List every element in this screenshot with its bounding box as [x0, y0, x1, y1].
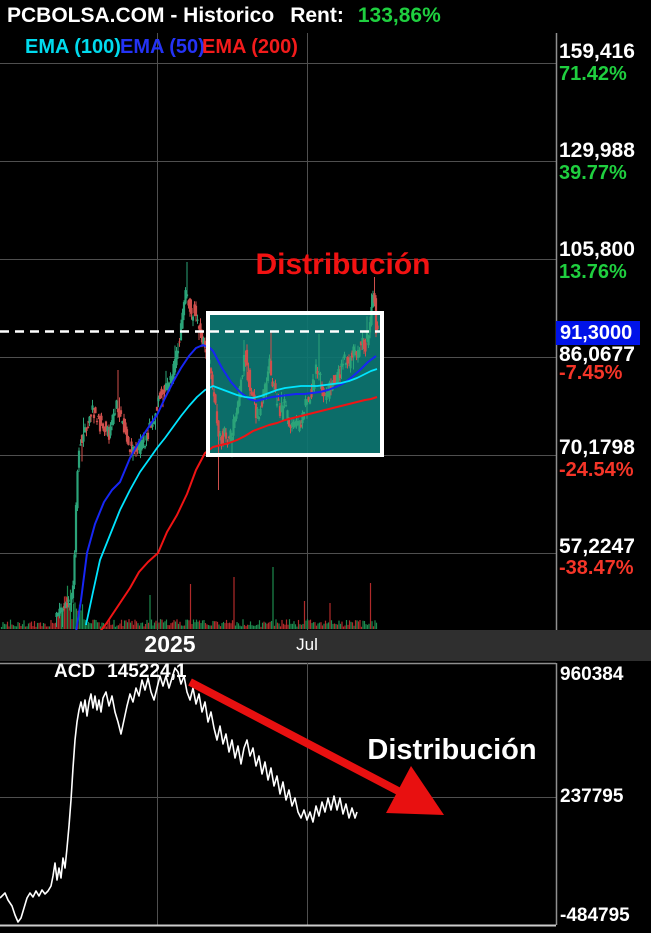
legend-ema-200: EMA (200) [202, 36, 298, 58]
indicator-axis-top: 960384 [560, 664, 624, 685]
legend-ema-50: EMA (50) [120, 36, 205, 58]
price-label-2: 129,988 [559, 139, 635, 162]
indicator-label: ACD 145224,1 [54, 661, 186, 683]
rent-label: Rent: [290, 4, 344, 27]
pct-label-2: 39.77% [559, 162, 627, 184]
pct-label-6: -38.47% [559, 557, 634, 579]
price-label-4: 86,0677 [559, 343, 635, 366]
title-bar: PCBOLSA.COM - Historico Rent: 133,86% [7, 4, 441, 28]
indicator-value: 145224,1 [107, 661, 187, 682]
price-label-5: 70,1798 [559, 436, 635, 459]
main-chart-canvas [0, 33, 558, 630]
rent-value: 133,86% [357, 4, 441, 27]
indicator-axis-mid: 237795 [560, 786, 624, 807]
app-title: PCBOLSA.COM - Historico [7, 4, 275, 27]
pct-label-4: -7.45% [559, 362, 623, 384]
x-tick-2025: 2025 [144, 631, 196, 657]
indicator-axis-bottom: -484795 [560, 905, 630, 926]
x-tick-jul: Jul [296, 635, 318, 654]
price-label-1: 159,416 [559, 40, 635, 63]
pct-label-3: 13.76% [559, 261, 627, 283]
pct-label-1: 71.42% [559, 63, 627, 85]
distribution-annotation-indicator: Distribución [367, 734, 537, 766]
legend-ema-100: EMA (100) [25, 36, 121, 58]
price-label-6: 57,2247 [559, 535, 635, 558]
pct-label-5: -24.54% [559, 459, 634, 481]
current-price-tag: 91,3000 [556, 321, 640, 345]
indicator-name: ACD [54, 661, 96, 682]
distribution-annotation-main: Distribución [255, 248, 431, 281]
indicator-chart-canvas [0, 662, 558, 927]
x-axis-band: 2025 Jul [0, 630, 651, 661]
price-label-3: 105,800 [559, 238, 635, 261]
